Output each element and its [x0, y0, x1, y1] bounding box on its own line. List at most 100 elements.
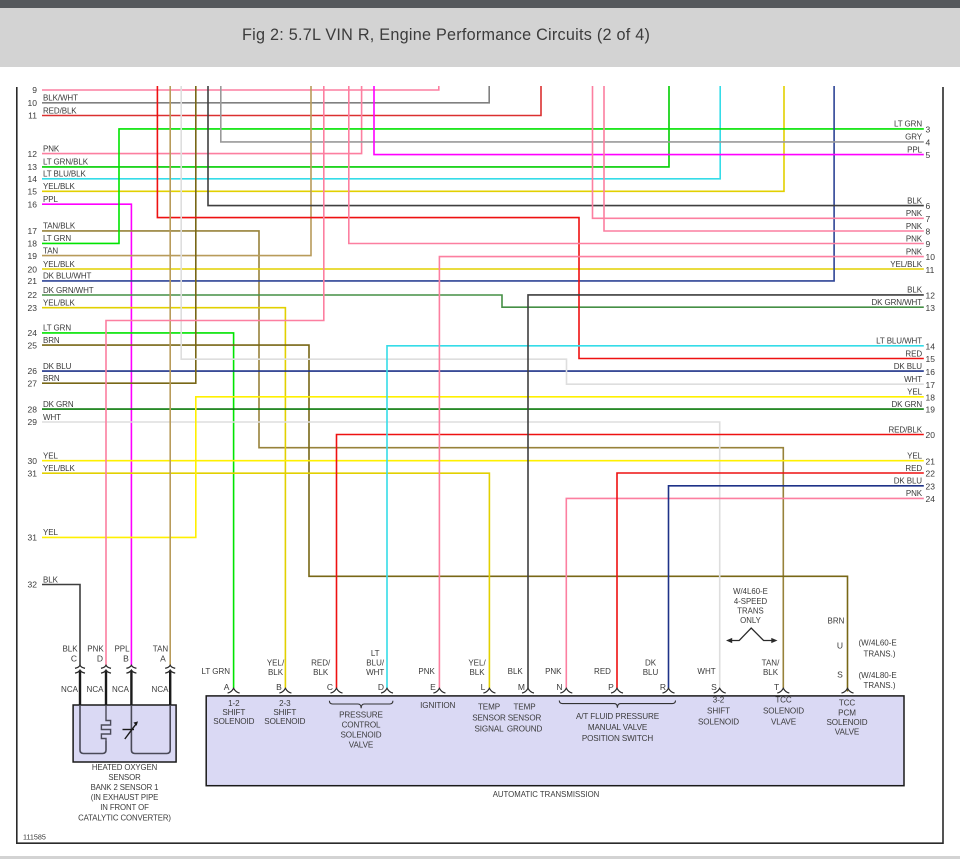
- svg-text:LT GRN: LT GRN: [894, 120, 922, 129]
- svg-text:TAN: TAN: [43, 246, 58, 255]
- svg-text:PPL: PPL: [907, 145, 922, 154]
- svg-text:TEMP: TEMP: [513, 703, 535, 712]
- svg-text:11: 11: [28, 111, 37, 121]
- svg-text:26: 26: [28, 366, 38, 376]
- svg-text:SOLENOID: SOLENOID: [340, 731, 381, 740]
- svg-text:RED/: RED/: [311, 659, 331, 668]
- svg-text:YEL: YEL: [43, 528, 58, 537]
- svg-text:DK GRN: DK GRN: [891, 400, 922, 409]
- svg-text:YEL/BLK: YEL/BLK: [43, 260, 76, 269]
- svg-text:TAN/: TAN/: [762, 659, 780, 668]
- svg-text:28: 28: [28, 404, 38, 414]
- svg-text:19: 19: [28, 251, 38, 261]
- svg-text:CATALYTIC CONVERTER): CATALYTIC CONVERTER): [78, 813, 171, 822]
- svg-text:SHIFT: SHIFT: [222, 708, 245, 717]
- svg-text:W/4L60-E: W/4L60-E: [733, 587, 768, 596]
- svg-text:10: 10: [926, 252, 936, 262]
- svg-text:SOLENOID: SOLENOID: [826, 718, 867, 727]
- svg-text:(W/4L80-E: (W/4L80-E: [859, 671, 897, 680]
- svg-text:22: 22: [926, 469, 936, 479]
- svg-text:RED: RED: [905, 349, 922, 358]
- svg-text:PNK: PNK: [906, 209, 923, 218]
- svg-text:C: C: [71, 654, 77, 664]
- svg-text:TEMP: TEMP: [478, 703, 500, 712]
- svg-text:B: B: [123, 654, 129, 664]
- svg-text:LT BLU/WHT: LT BLU/WHT: [876, 337, 922, 346]
- svg-text:11: 11: [926, 265, 935, 275]
- svg-text:27: 27: [28, 378, 38, 388]
- svg-text:A: A: [224, 682, 230, 692]
- svg-text:20: 20: [28, 264, 38, 274]
- svg-text:SHIFT: SHIFT: [273, 708, 296, 717]
- svg-text:TRANS: TRANS: [737, 607, 763, 616]
- svg-text:B: B: [276, 682, 282, 692]
- svg-text:23: 23: [28, 303, 38, 313]
- svg-text:M: M: [518, 682, 525, 692]
- svg-text:5: 5: [926, 150, 931, 160]
- svg-text:RED/BLK: RED/BLK: [43, 106, 77, 115]
- svg-text:DK BLU: DK BLU: [894, 477, 923, 486]
- svg-text:31: 31: [28, 468, 38, 478]
- svg-text:TRANS.): TRANS.): [864, 681, 896, 690]
- svg-text:4: 4: [926, 138, 931, 148]
- svg-text:BLK: BLK: [907, 196, 923, 205]
- svg-text:NCA: NCA: [61, 685, 79, 694]
- svg-text:NCA: NCA: [152, 685, 170, 694]
- svg-text:SOLENOID: SOLENOID: [213, 717, 254, 726]
- svg-text:SOLENOID: SOLENOID: [264, 717, 305, 726]
- svg-text:YEL/BLK: YEL/BLK: [890, 260, 923, 269]
- svg-text:BANK 2 SENSOR 1: BANK 2 SENSOR 1: [91, 783, 159, 792]
- svg-text:31: 31: [28, 533, 38, 543]
- svg-text:PNK: PNK: [906, 489, 923, 498]
- svg-text:21: 21: [926, 456, 936, 466]
- svg-text:C: C: [327, 682, 333, 692]
- svg-text:YEL: YEL: [907, 452, 922, 461]
- svg-text:LT BLU/BLK: LT BLU/BLK: [43, 170, 86, 179]
- svg-text:VALVE: VALVE: [349, 740, 374, 749]
- svg-text:YEL/BLK: YEL/BLK: [43, 464, 76, 473]
- svg-text:GROUND: GROUND: [507, 724, 543, 733]
- svg-text:8: 8: [926, 227, 931, 237]
- svg-text:DK BLU/WHT: DK BLU/WHT: [43, 272, 92, 281]
- svg-text:14: 14: [28, 174, 38, 184]
- svg-text:(IN EXHAUST PIPE: (IN EXHAUST PIPE: [91, 793, 159, 802]
- svg-text:LT GRN: LT GRN: [43, 234, 71, 243]
- svg-text:RED: RED: [594, 667, 611, 676]
- svg-text:PNK: PNK: [545, 667, 562, 676]
- svg-text:POSITION SWITCH: POSITION SWITCH: [582, 734, 654, 743]
- svg-text:PRESSURE: PRESSURE: [339, 711, 383, 720]
- svg-text:LT GRN: LT GRN: [201, 667, 230, 676]
- svg-text:BLK/WHT: BLK/WHT: [43, 94, 78, 103]
- svg-text:17: 17: [28, 226, 38, 236]
- svg-text:P: P: [608, 682, 614, 692]
- svg-text:ONLY: ONLY: [740, 616, 761, 625]
- svg-text:DK GRN: DK GRN: [43, 400, 74, 409]
- svg-text:BLK: BLK: [268, 668, 284, 677]
- svg-text:SOLENOID: SOLENOID: [763, 707, 804, 716]
- svg-text:SENSOR: SENSOR: [508, 714, 542, 723]
- svg-text:13: 13: [926, 303, 936, 313]
- svg-text:DK BLU: DK BLU: [43, 362, 72, 371]
- svg-text:SENSOR: SENSOR: [108, 773, 141, 782]
- svg-text:3: 3: [926, 125, 931, 135]
- svg-text:24: 24: [28, 328, 38, 338]
- svg-text:18: 18: [28, 239, 38, 249]
- svg-text:HEATED OXYGEN: HEATED OXYGEN: [92, 763, 157, 772]
- svg-text:MANUAL VALVE: MANUAL VALVE: [588, 723, 648, 732]
- svg-text:BLK: BLK: [43, 575, 59, 584]
- svg-text:18: 18: [926, 392, 936, 402]
- svg-text:YEL: YEL: [907, 388, 922, 397]
- svg-text:GRY: GRY: [905, 133, 923, 142]
- svg-text:BLK: BLK: [508, 667, 524, 676]
- svg-text:9: 9: [926, 239, 931, 249]
- svg-text:D: D: [97, 654, 103, 664]
- svg-text:111585: 111585: [23, 833, 46, 842]
- svg-text:N: N: [556, 682, 562, 692]
- svg-text:CONTROL: CONTROL: [342, 721, 381, 730]
- svg-text:YEL/: YEL/: [267, 659, 285, 668]
- svg-text:U: U: [837, 641, 843, 651]
- svg-text:PNK: PNK: [906, 222, 923, 231]
- svg-text:DK GRN/WHT: DK GRN/WHT: [43, 286, 94, 295]
- svg-text:7: 7: [926, 214, 931, 224]
- svg-text:29: 29: [28, 417, 38, 427]
